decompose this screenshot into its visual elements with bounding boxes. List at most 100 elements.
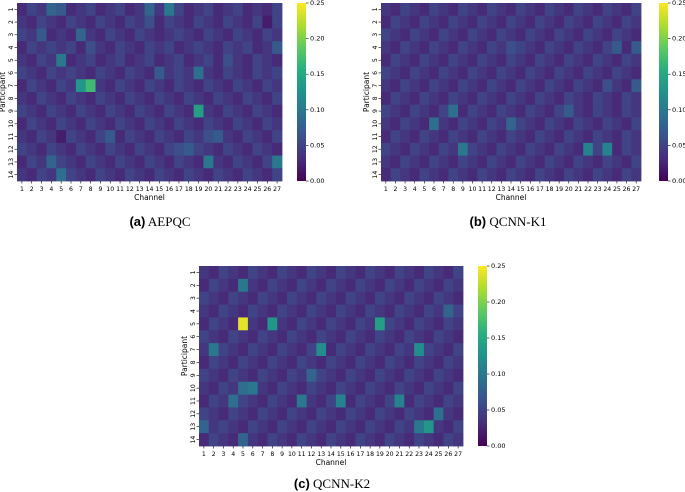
panel-a-cell-r6-c3 [36, 66, 47, 80]
panel-a-xtick-label-4: 4 [49, 186, 53, 193]
panel-b-cell-r10-c17 [535, 117, 546, 131]
panel-c-cell-r13-c3 [218, 420, 229, 434]
panel-c-cell-r14-c22 [404, 433, 415, 447]
panel-a-cell-r10-c16 [164, 117, 175, 131]
panel-c-cell-r2-c22 [404, 278, 415, 293]
panel-a-cell-r12-c23 [232, 142, 244, 156]
panel-a-cell-r12-c19 [193, 142, 204, 156]
panel-a-cell-r3-c27 [272, 28, 283, 42]
panel-b-cell-r11-c2 [390, 130, 401, 144]
panel-c-cell-r11-c3 [218, 394, 229, 408]
panel-c-cell-r5-c10 [287, 317, 298, 331]
panel-a-cell-r6-c17 [174, 66, 185, 80]
panel-b-cell-r7-c25 [612, 79, 623, 93]
panel-b-cell-r3-c11 [477, 28, 488, 42]
panel-c-cell-r14-c9 [277, 433, 288, 447]
panel-b-cell-r8-c26 [621, 92, 632, 106]
panel-b-cell-r8-c9 [458, 92, 469, 106]
panel-b-cell-r9-c1 [381, 104, 392, 118]
panel-a-cell-r5-c9 [95, 53, 106, 67]
panel-c-cell-r10-c16 [345, 381, 356, 395]
panel-c-cell-r5-c27 [453, 317, 464, 331]
caption-b-text: QCNN-K1 [489, 214, 547, 229]
panel-a-xtick-label-3: 3 [40, 186, 44, 193]
panel-a-cell-r12-c25 [252, 142, 263, 156]
panel-b-cell-r9-c11 [477, 104, 488, 118]
panel-b-cell-r1-c24 [602, 3, 613, 17]
panel-b-cell-r8-c23 [592, 92, 603, 106]
panel-c-cell-r7-c4 [228, 343, 239, 357]
panel-c-xtick-label-12: 12 [308, 451, 316, 458]
panel-b-cell-r4-c4 [409, 41, 420, 55]
panel-a-cell-r5-c23 [232, 53, 244, 67]
panel-a-cell-r1-c13 [134, 3, 145, 17]
panel-c-cell-r1-c1 [199, 266, 210, 280]
panel-c-cell-r4-c25 [433, 304, 444, 318]
panel-b-cell-r5-c5 [419, 53, 430, 67]
panel-c-cell-r8-c12 [306, 356, 317, 370]
panel-c-cell-r11-c12 [306, 394, 317, 408]
panel-b-cell-r14-c22 [583, 168, 594, 182]
panel-c-cell-r2-c19 [375, 278, 386, 293]
panel-a-cell-r1-c11 [115, 3, 126, 17]
panel-c-cell-r5-c22 [404, 317, 415, 331]
panel-a-cell-r3-c9 [95, 28, 106, 42]
panel-c-cell-r10-c21 [394, 381, 405, 395]
panel-a-cell-r8-c14 [144, 92, 155, 106]
panel-a-cell-r8-c16 [164, 92, 175, 106]
panel-a-cell-r7-c5 [56, 79, 67, 93]
panel-a-cell-r9-c4 [46, 104, 57, 118]
panel-c-cell-r7-c6 [247, 343, 259, 357]
panel-b-cell-r8-c13 [496, 92, 507, 106]
panel-c-cell-r7-c26 [443, 343, 454, 357]
panel-b-cell-r6-c25 [612, 66, 623, 80]
panel-c-cell-r5-c20 [384, 317, 395, 331]
panel-b-cell-r8-c11 [477, 92, 488, 106]
panel-c-cell-r6-c11 [296, 330, 307, 344]
panel-b-cell-r3-c12 [486, 28, 497, 42]
caption-a-letter: (a) [129, 214, 146, 229]
panel-c-cell-r10-c4 [228, 381, 239, 395]
panel-c-cell-r13-c23 [414, 420, 425, 434]
panel-b-cell-r12-c19 [554, 142, 565, 156]
heatmap-panel-b: 1 2 3 4 5 6 7 8 9 10 11 12 13 14 15 16 17 18 19 20 21 22 23 24 2… [362, 0, 685, 202]
panel-b-cell-r6-c2 [390, 66, 401, 80]
panel-a-cell-r14-c16 [164, 168, 175, 182]
panel-a-cell-r11-c21 [213, 130, 224, 144]
panel-c-cell-r13-c27 [453, 420, 464, 434]
panel-c-cell-r12-c2 [208, 407, 219, 421]
panel-b-cell-r5-c22 [583, 53, 594, 67]
panel-a-cell-r11-c23 [232, 130, 244, 144]
panel-b-cell-r6-c10 [467, 66, 478, 80]
panel-b-xtick-label-16: 16 [526, 186, 534, 193]
panel-b-cell-r11-c7 [438, 130, 449, 144]
panel-a-xtick-label-1: 1 [20, 186, 24, 193]
panel-c-cell-r2-c13 [316, 278, 327, 293]
panel-b-cell-r5-c10 [467, 53, 478, 67]
panel-a-cell-r1-c27 [272, 3, 283, 17]
panel-b-cell-r13-c23 [592, 155, 603, 169]
panel-c-cell-r9-c7 [257, 368, 268, 383]
panel-a-cell-r4-c24 [242, 41, 253, 55]
panel-c-cell-r1-c23 [414, 266, 425, 280]
panel-a-cell-r11-c16 [164, 130, 175, 144]
panel-c-cell-r11-c8 [267, 394, 278, 408]
panel-b-cell-r13-c8 [448, 155, 459, 169]
panel-a-cell-r9-c23 [232, 104, 244, 118]
panel-c-cell-r8-c13 [316, 356, 327, 370]
panel-c-ytick-label-7: 7 [190, 348, 197, 352]
panel-c-cell-r13-c11 [296, 420, 307, 434]
panel-b-cell-r1-c13 [496, 3, 507, 17]
panel-a-xtick-label-6: 6 [69, 186, 73, 193]
panel-a-cell-r9-c2 [26, 104, 38, 118]
panel-c-cell-r11-c10 [287, 394, 298, 408]
panel-b-cell-r1-c18 [544, 3, 555, 17]
panel-c-cell-r2-c17 [355, 278, 366, 293]
panel-b-xtick-label-2: 2 [393, 186, 397, 193]
panel-a-colorbar-label-0.00: 0.00 [310, 177, 324, 185]
panel-a-xtick-label-2: 2 [30, 186, 34, 193]
panel-c-cell-r10-c15 [335, 381, 347, 395]
panel-b-cell-r3-c5 [419, 28, 430, 42]
panel-b-cell-r11-c10 [467, 130, 478, 144]
panel-a-cell-r2-c11 [115, 15, 126, 29]
